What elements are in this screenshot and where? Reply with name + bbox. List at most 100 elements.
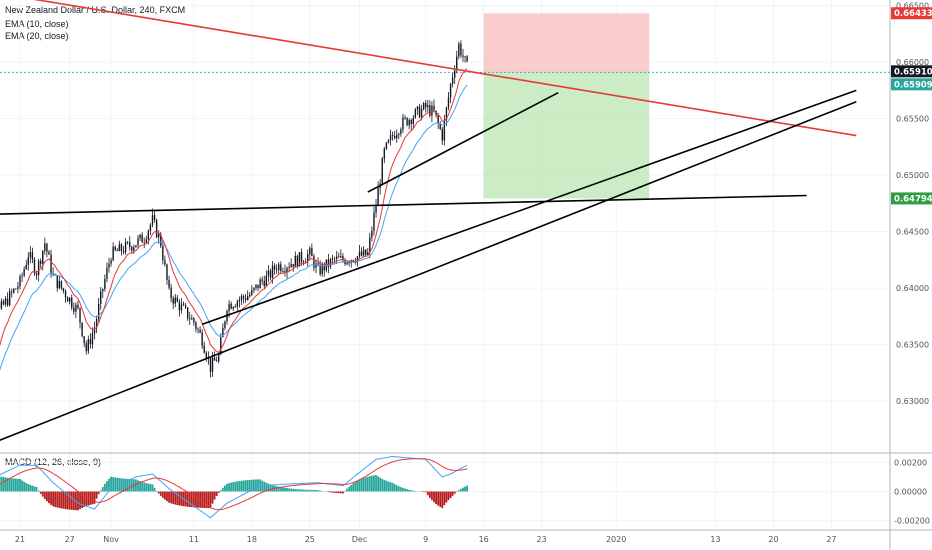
macd-histogram-bar: [356, 480, 359, 492]
macd-histogram-bar: [310, 489, 313, 492]
candle-body: [68, 297, 71, 302]
candle-body: [79, 307, 81, 323]
macd-histogram-bar: [184, 491, 187, 507]
macd-histogram-bar: [385, 480, 388, 492]
macd-histogram-bar: [391, 482, 394, 492]
macd-histogram-bar: [0, 476, 3, 492]
trendlines[interactable]: [0, 0, 857, 449]
candle-body: [6, 298, 9, 306]
candle-body: [398, 133, 400, 135]
macd-histogram-bar: [315, 490, 317, 492]
macd-histogram-bar: [197, 491, 199, 508]
candle-body: [381, 158, 383, 184]
candle-body: [83, 336, 85, 344]
ema20-line: [0, 84, 468, 372]
macd-histogram-bar: [126, 478, 129, 492]
macd-histogram-bar: [244, 480, 247, 492]
candle-body: [228, 303, 230, 312]
x-tick-label: 25: [305, 535, 315, 544]
candle-body: [71, 297, 73, 308]
macd-histogram-bar: [192, 491, 195, 508]
candle-body: [155, 219, 158, 238]
macd-histogram-bar: [453, 491, 456, 494]
macd-histogram-bar: [350, 484, 353, 492]
macd-histogram-bar: [335, 491, 338, 494]
price-badge: [891, 192, 932, 205]
candle-body: [364, 249, 367, 255]
macd-histogram-bar: [313, 489, 315, 492]
candle-body: [209, 357, 212, 372]
macd-histogram-bar: [464, 486, 466, 492]
candle-body: [50, 254, 52, 274]
candle-body: [100, 291, 102, 305]
macd-histogram-bar: [399, 487, 402, 492]
macd-histogram-bar: [393, 484, 396, 492]
macd-histogram-bar: [441, 491, 444, 509]
candle-body: [443, 120, 446, 141]
candle-body: [170, 287, 172, 299]
macd-histogram-bar: [14, 478, 17, 492]
candle-body: [362, 249, 365, 256]
macd-histogram-bar: [128, 479, 131, 492]
macd-histogram-bar: [383, 479, 386, 492]
candle-body: [257, 284, 259, 289]
candle-body: [37, 260, 40, 276]
macd-histogram-bar: [199, 491, 201, 508]
candle-body: [317, 263, 319, 265]
candle-body: [157, 234, 160, 238]
candle-body: [189, 318, 191, 320]
candle-body: [195, 322, 197, 329]
candle-body: [199, 329, 201, 333]
candle-body: [290, 264, 292, 268]
candle-body: [27, 257, 29, 265]
candle-body: [62, 288, 65, 292]
candle-body: [373, 212, 375, 231]
candle-body: [315, 263, 317, 268]
candle-body: [149, 224, 152, 231]
macd-histogram-bar: [106, 481, 108, 492]
candle-body: [66, 297, 69, 302]
macd-histogram-bar: [408, 489, 411, 492]
candle-body: [253, 287, 255, 291]
ema10-legend[interactable]: EMA (10, close): [5, 19, 69, 29]
macd-histogram-bar: [64, 491, 67, 510]
ema20-legend[interactable]: EMA (20, close): [5, 31, 69, 41]
macd-histogram-bar: [354, 482, 357, 492]
candle-body: [122, 251, 125, 253]
candle-body: [15, 288, 17, 290]
price-badges: 0.66433 0.65910 0.65909 0.64794: [891, 7, 932, 205]
macd-histogram-bar: [337, 491, 340, 494]
macd-histogram-bar: [242, 480, 245, 492]
macd-histogram-bar: [166, 491, 168, 502]
macd-histogram-bar: [424, 491, 427, 493]
macd-histogram-bar: [358, 479, 361, 492]
candle-body: [224, 321, 226, 329]
signal-line: [0, 458, 468, 511]
candle-body: [466, 56, 468, 62]
macd-histogram-bar: [62, 491, 65, 509]
short-position-tool[interactable]: [0, 13, 890, 199]
macd-histogram-bar: [99, 490, 102, 492]
x-tick-label: 23: [537, 535, 547, 544]
candle-body: [404, 117, 406, 119]
macd-histogram-bar: [331, 491, 334, 493]
macd-histogram-bar: [95, 491, 98, 499]
candle-body: [91, 333, 94, 345]
candle-body: [33, 259, 36, 274]
candle-body: [137, 238, 139, 246]
candle-body: [13, 288, 15, 293]
macd-histogram-bar: [460, 488, 462, 492]
macd-histogram-bar: [224, 485, 226, 492]
macd-histogram-bar: [240, 480, 243, 492]
macd-histogram-bar: [217, 491, 220, 493]
macd-histogram-bar: [267, 483, 270, 492]
macd-histogram-bar: [284, 487, 286, 492]
candle-body: [164, 260, 166, 265]
macd-histogram-bar: [397, 486, 400, 492]
candle-body: [427, 105, 429, 108]
macd-histogram-bar: [176, 491, 179, 506]
candle-body: [215, 360, 218, 362]
macd-histogram-bar: [263, 481, 266, 492]
candle-body: [391, 135, 394, 136]
